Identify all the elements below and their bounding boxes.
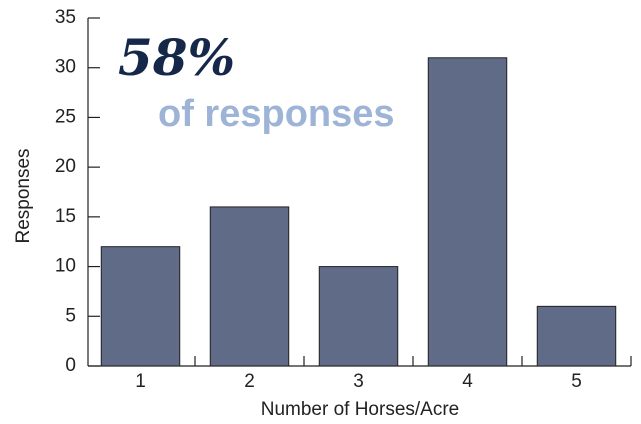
y-axis-label: Responses	[13, 148, 34, 243]
annotation-percent: 58%	[118, 28, 235, 87]
y-tick-label: 10	[55, 256, 76, 277]
x-axis-label: Number of Horses/Acre	[261, 399, 460, 420]
y-tick-label: 35	[55, 7, 76, 28]
y-tick-label: 0	[65, 355, 76, 376]
y-tick-label: 20	[55, 156, 76, 177]
x-tick-label: 2	[244, 371, 255, 392]
y-tick-label: 30	[55, 57, 76, 78]
y-tick-label: 25	[55, 106, 76, 127]
bar	[427, 57, 508, 367]
bar	[100, 246, 181, 367]
x-tick-label: 4	[462, 371, 473, 392]
y-tick-label: 15	[55, 206, 76, 227]
bar	[318, 266, 399, 367]
bar	[536, 305, 617, 367]
annotation-text: of responses	[158, 93, 395, 135]
x-tick-label: 1	[135, 371, 146, 392]
x-tick-label: 5	[571, 371, 582, 392]
bar	[209, 206, 290, 367]
x-tick-label: 3	[353, 371, 364, 392]
y-tick-label: 5	[65, 305, 76, 326]
